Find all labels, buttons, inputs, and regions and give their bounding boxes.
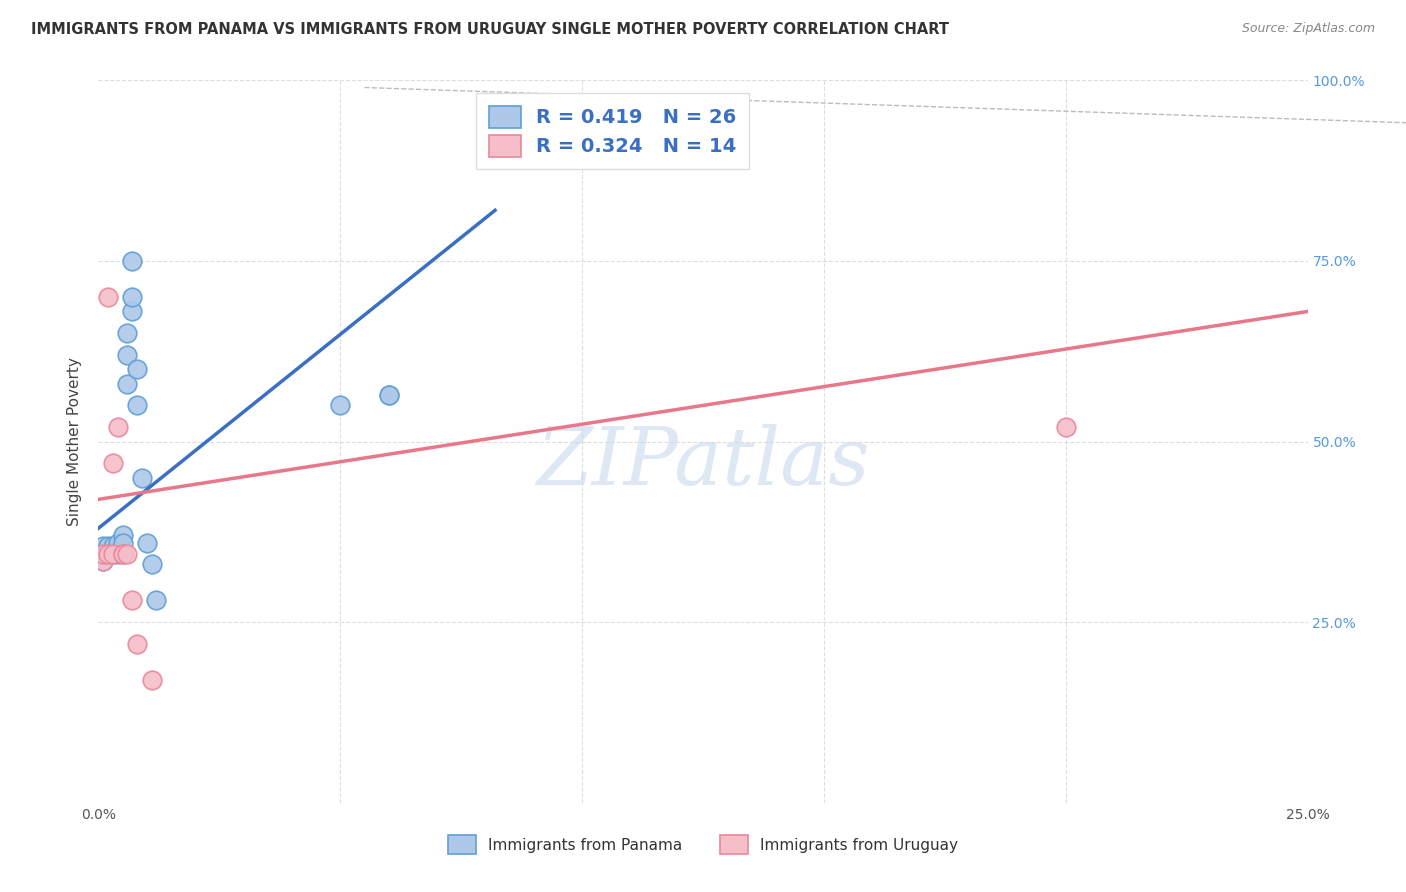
Point: [97, 539, 120, 553]
Point: [121, 593, 143, 607]
Point: [117, 376, 139, 391]
Point: [131, 470, 153, 484]
Point: [111, 528, 134, 542]
Point: [117, 326, 139, 340]
Point: [121, 304, 143, 318]
Point: [107, 539, 129, 553]
Point: [377, 387, 399, 401]
Point: [101, 539, 124, 553]
Point: [329, 398, 352, 412]
Point: [127, 362, 149, 376]
Point: [127, 637, 149, 651]
Point: [107, 535, 129, 549]
Text: ZIPatlas: ZIPatlas: [536, 425, 870, 502]
Point: [1054, 420, 1077, 434]
Point: [117, 348, 139, 362]
Point: [377, 387, 399, 401]
Point: [111, 547, 134, 561]
Point: [111, 535, 134, 549]
Point: [97, 547, 120, 561]
Point: [97, 290, 120, 304]
Legend: Immigrants from Panama, Immigrants from Uruguay: Immigrants from Panama, Immigrants from …: [441, 830, 965, 860]
Point: [111, 547, 134, 561]
Point: [91, 539, 114, 553]
Point: [141, 558, 163, 572]
Point: [127, 398, 149, 412]
Point: [91, 554, 114, 568]
Point: [121, 253, 143, 268]
Point: [135, 535, 157, 549]
Point: [107, 420, 129, 434]
Point: [97, 547, 120, 561]
Point: [91, 554, 114, 568]
Y-axis label: Single Mother Poverty: Single Mother Poverty: [67, 357, 83, 526]
Point: [101, 456, 124, 470]
Point: [145, 593, 167, 607]
Point: [121, 290, 143, 304]
Point: [101, 547, 124, 561]
Point: [141, 673, 163, 687]
Point: [107, 547, 129, 561]
Point: [91, 547, 114, 561]
Text: Source: ZipAtlas.com: Source: ZipAtlas.com: [1241, 22, 1375, 36]
Text: IMMIGRANTS FROM PANAMA VS IMMIGRANTS FROM URUGUAY SINGLE MOTHER POVERTY CORRELAT: IMMIGRANTS FROM PANAMA VS IMMIGRANTS FRO…: [31, 22, 949, 37]
Point: [117, 547, 139, 561]
Point: [101, 547, 124, 561]
